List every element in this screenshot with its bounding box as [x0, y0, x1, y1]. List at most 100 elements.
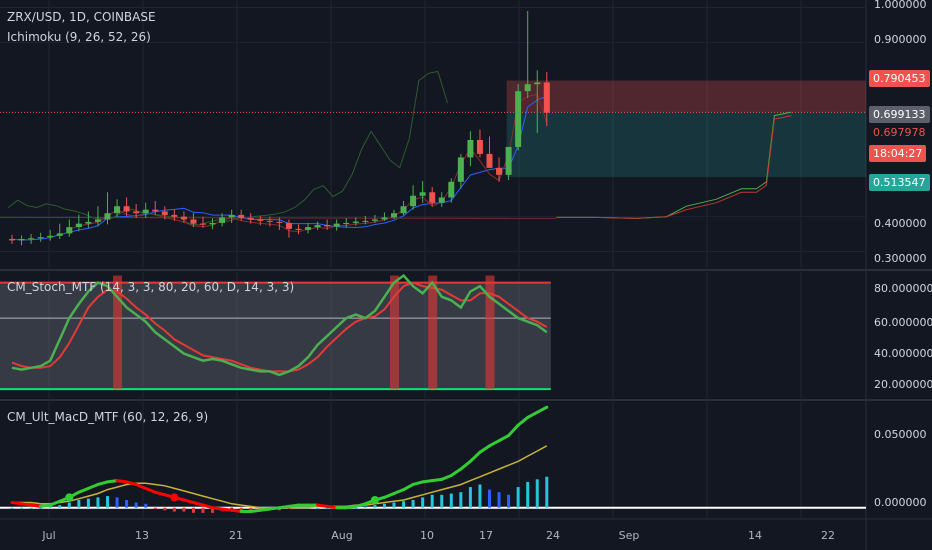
stoch-tick-40: 40.000000	[874, 347, 932, 360]
candle-body	[457, 157, 464, 182]
macd-histogram-bar	[316, 507, 320, 509]
stoch-fast-line	[11, 273, 548, 377]
macd-line-segment	[191, 501, 205, 507]
current-price-tag: 0.699133	[869, 106, 930, 123]
macd-cross-dot	[170, 493, 179, 502]
macd-histogram-bar	[488, 489, 491, 508]
candle-body	[257, 219, 264, 221]
macd-line-segment	[488, 439, 501, 448]
macd-line-segment	[449, 467, 463, 477]
stoch-label[interactable]: CM_Stoch_MTF (14, 3, 3, 80, 20, 60, D, 1…	[7, 280, 295, 294]
macd-histogram-bar	[354, 507, 358, 509]
candle-body	[85, 221, 92, 224]
senkou-b-line	[556, 115, 792, 219]
macd-histogram-bar	[325, 507, 329, 509]
take-profit-zone	[506, 112, 866, 178]
macd-line-segment	[535, 405, 549, 414]
macd-histogram-bar	[182, 507, 186, 512]
x-tick-21: 21	[229, 529, 243, 542]
candle-body	[352, 221, 359, 223]
macd-line-segment	[10, 501, 24, 506]
macd-histogram-bar	[363, 506, 367, 508]
macd-line-segment	[287, 503, 300, 508]
macd-line-segment	[86, 482, 100, 490]
macd-histogram-bar	[478, 484, 482, 508]
macd-line-segment	[440, 473, 453, 481]
macd-line-segment	[325, 504, 339, 510]
candle-body	[419, 192, 426, 196]
macd-histogram-bar	[507, 494, 511, 508]
macd-line-segment	[211, 506, 224, 511]
candle-body	[391, 213, 397, 218]
macd-histogram-bar	[392, 502, 396, 508]
macd-line-segment	[201, 503, 215, 510]
candle-body	[381, 217, 388, 220]
macd-histogram-bar	[67, 502, 71, 508]
stoch-tick-60: 60.000000	[874, 316, 932, 329]
macd-histogram-bar	[440, 494, 444, 508]
macd-tick-0.05: 0.050000	[874, 428, 927, 441]
macd-histogram-bar	[201, 507, 205, 513]
macd-histogram-bar	[468, 487, 472, 508]
macd-histogram-bar	[134, 502, 138, 508]
price-tick-0.4: 0.400000	[874, 217, 927, 230]
macd-histogram-bar	[516, 487, 520, 508]
candle-body	[133, 211, 140, 214]
price-tick-0.3: 0.300000	[874, 252, 927, 265]
macd-line-segment	[77, 486, 90, 494]
candle-body	[209, 222, 216, 225]
macd-histogram-bar	[535, 479, 539, 508]
candle-body	[152, 209, 159, 212]
candle-body	[543, 82, 550, 113]
x-tick-aug: Aug	[331, 529, 353, 542]
candle-body	[515, 91, 522, 147]
macd-line-segment	[430, 477, 444, 483]
macd-line-segment	[459, 459, 472, 471]
cloud-base-line	[0, 216, 557, 219]
x-tick-jul: Jul	[42, 529, 56, 542]
macd-line-segment	[20, 502, 33, 507]
candle-body	[333, 223, 340, 227]
candle-body	[9, 238, 15, 241]
macd-line-segment	[382, 492, 396, 499]
stoch-signal-bar	[390, 275, 399, 390]
candle-body	[295, 228, 302, 230]
macd-line-segment	[516, 415, 530, 427]
macd-histogram-bar	[106, 496, 109, 508]
ichimoku-label[interactable]: Ichimoku (9, 26, 52, 26)	[7, 30, 151, 44]
candle-body	[534, 82, 541, 85]
candle-body	[400, 206, 407, 214]
macd-histogram-bar	[86, 498, 90, 508]
candle-body	[66, 227, 73, 234]
candle-body	[190, 219, 197, 224]
red-zone-price-tag: 0.790453	[869, 70, 930, 87]
candle-body	[47, 235, 54, 238]
candle-body	[362, 220, 369, 222]
stoch-signal-bar	[113, 275, 123, 390]
macd-histogram-bar	[153, 507, 157, 509]
candle-body	[75, 223, 82, 228]
candle-body	[438, 197, 445, 203]
candle-body	[429, 192, 436, 203]
candle-body	[171, 214, 178, 217]
x-tick-14: 14	[748, 529, 762, 542]
macd-line-segment	[526, 410, 539, 419]
macd-histogram-bar	[39, 507, 43, 509]
candle-body	[496, 167, 503, 175]
macd-label[interactable]: CM_Ult_MacD_MTF (60, 12, 26, 9)	[7, 410, 209, 424]
candle-body	[114, 206, 121, 214]
symbol-title[interactable]: ZRX/USD, 1D, COINBASE	[7, 10, 156, 24]
macd-line-segment	[39, 503, 52, 508]
macd-line-segment	[48, 499, 62, 507]
macd-line-segment	[344, 504, 358, 510]
candle-body	[28, 238, 35, 240]
macd-histogram-bar	[58, 505, 62, 508]
macd-line-segment	[258, 507, 272, 512]
candle-body	[276, 221, 283, 223]
green-zone-price-tag: 0.513547	[869, 174, 930, 191]
macd-histogram-bar	[96, 497, 100, 508]
macd-line-segment	[230, 508, 243, 514]
macd-line-segment	[354, 502, 367, 508]
